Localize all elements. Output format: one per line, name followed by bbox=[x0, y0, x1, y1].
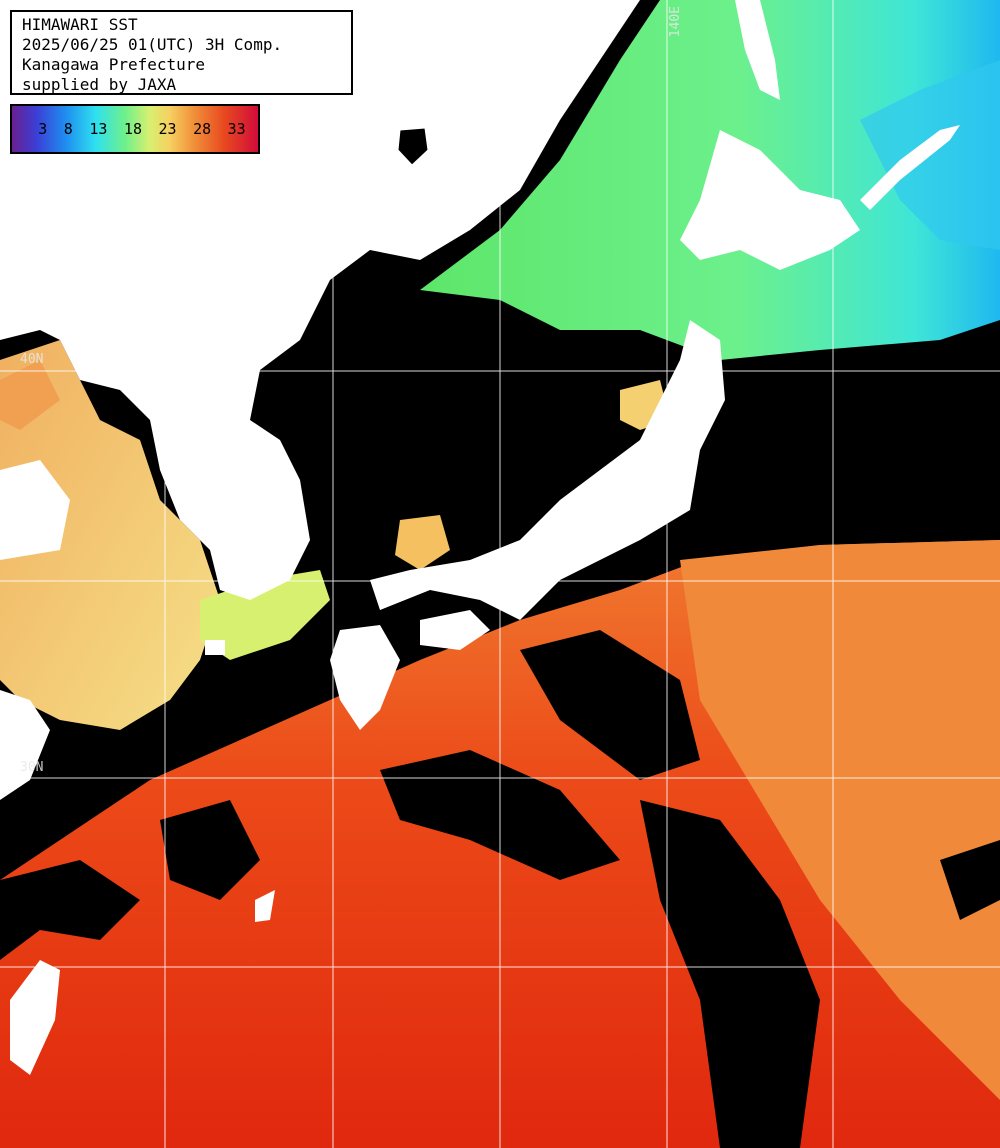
legend-tick: 3 bbox=[38, 120, 48, 138]
info-credit: supplied by JAXA bbox=[22, 75, 177, 94]
land-kyushu bbox=[330, 625, 400, 730]
land-china-coast bbox=[0, 690, 50, 800]
land-kurils bbox=[860, 125, 960, 210]
info-title: HIMAWARI SST bbox=[22, 15, 138, 34]
land-shikoku bbox=[420, 610, 490, 650]
land-island bbox=[397, 127, 429, 166]
legend-tick: 33 bbox=[227, 120, 246, 138]
legend-tick: 28 bbox=[193, 120, 212, 138]
lon-label-140e: 140E bbox=[668, 6, 683, 38]
land-hokkaido bbox=[680, 130, 860, 270]
ocean-patch bbox=[395, 515, 450, 570]
ocean-east bbox=[680, 540, 1000, 1100]
legend-tick: 8 bbox=[63, 120, 73, 138]
land-taiwan bbox=[10, 960, 60, 1075]
land-honshu bbox=[370, 320, 725, 620]
cloud-patch bbox=[940, 840, 1000, 920]
land-china-coast bbox=[0, 460, 70, 560]
land-island bbox=[205, 640, 225, 655]
legend-tick: 13 bbox=[89, 120, 108, 138]
cloud-patch bbox=[160, 800, 260, 900]
temperature-legend: 3 8 13 18 23 28 33 bbox=[10, 104, 260, 154]
legend-tick-labels: 3 8 13 18 23 28 33 bbox=[12, 120, 258, 138]
land-sakhalin bbox=[735, 0, 780, 100]
lat-label-30n: 30N bbox=[20, 760, 44, 775]
info-panel: HIMAWARI SST 2025/06/25 01(UTC) 3H Comp.… bbox=[10, 10, 353, 95]
legend-tick: 18 bbox=[123, 120, 142, 138]
info-region: Kanagawa Prefecture bbox=[22, 55, 206, 74]
info-datetime: 2025/06/25 01(UTC) 3H Comp. bbox=[22, 35, 283, 54]
cloud-patch bbox=[0, 860, 140, 960]
cloud-patch bbox=[520, 630, 700, 780]
land-island bbox=[255, 890, 275, 922]
legend-tick: 23 bbox=[158, 120, 177, 138]
lat-label-40n: 40N bbox=[20, 352, 44, 367]
ocean-yellow-sea bbox=[0, 360, 60, 430]
cloud-patch bbox=[640, 800, 820, 1148]
